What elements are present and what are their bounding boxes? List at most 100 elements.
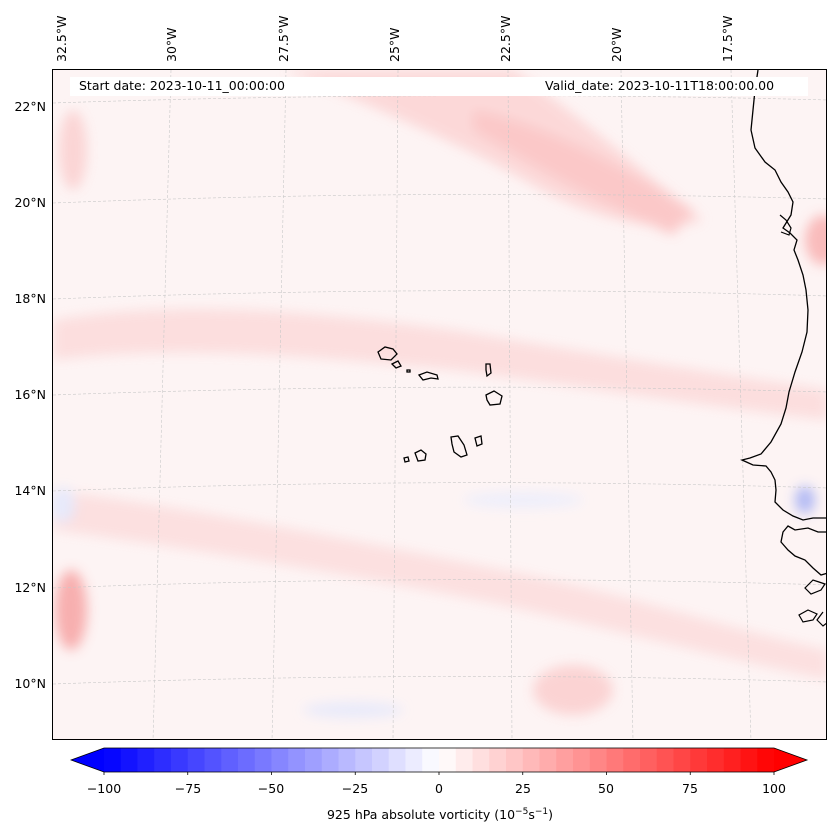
- colorbar: [70, 747, 809, 775]
- vorticity-blob-neg-center: [463, 492, 583, 508]
- colorbar-segment: [388, 748, 406, 772]
- colorbar-segment: [405, 748, 423, 772]
- island-maio: [474, 435, 483, 447]
- colorbar-segment: [355, 748, 373, 772]
- colorbar-segment: [271, 748, 289, 772]
- colorbar-segment: [439, 748, 457, 772]
- vorticity-band-south: [53, 490, 826, 680]
- colorbar-segment: [740, 748, 758, 772]
- colorbar-tick-label: −75: [174, 781, 202, 796]
- colorbar-tick-label: 25: [515, 781, 531, 796]
- lat-label: 10°N: [14, 676, 46, 691]
- island-santiago: [450, 435, 468, 458]
- colorbar-tick-label: 75: [682, 781, 698, 796]
- colorbar-segment: [656, 748, 674, 772]
- lat-label: 22°N: [14, 99, 46, 114]
- africa-coastline-south: [780, 525, 826, 576]
- lon-label: 27.5°W: [276, 15, 291, 62]
- lat-label: 12°N: [14, 580, 46, 595]
- coastline-islands-3: [816, 611, 826, 627]
- colorbar-extend-low: [71, 748, 104, 772]
- graticule: [53, 70, 826, 739]
- colorbar-segment: [288, 748, 306, 772]
- vorticity-band-central: [53, 309, 826, 420]
- vorticity-blob-coast: [805, 215, 826, 265]
- colorbar-segment: [723, 748, 741, 772]
- colorbar-segment: [690, 748, 708, 772]
- colorbar-segment: [757, 748, 775, 772]
- island-sal: [485, 363, 492, 378]
- lat-label: 14°N: [14, 483, 46, 498]
- colorbar-segment: [539, 748, 557, 772]
- coastline-islands-2: [798, 609, 818, 623]
- colorbar-tick-label: 0: [435, 781, 443, 796]
- lat-label: 18°N: [14, 291, 46, 306]
- colorbar-tick-label: −100: [86, 781, 122, 796]
- colorbar-segment: [707, 748, 725, 772]
- coastline-islands-1: [804, 579, 826, 595]
- lon-label: 20°W: [609, 27, 624, 62]
- lon-label: 30°W: [164, 27, 179, 62]
- colorbar-segment: [623, 748, 641, 772]
- lat-label: 20°N: [14, 195, 46, 210]
- header-band: [70, 77, 808, 96]
- colorbar-segment: [238, 748, 256, 772]
- colorbar-segment: [204, 748, 222, 772]
- colorbar-segment: [573, 748, 591, 772]
- lat-label: 16°N: [14, 387, 46, 402]
- colorbar-segment: [489, 748, 507, 772]
- lon-label: 22.5°W: [498, 15, 513, 62]
- island-fogo: [414, 449, 427, 462]
- colorbar-tick-label: 50: [598, 781, 614, 796]
- vorticity-field: [53, 70, 826, 739]
- colorbar-segment: [422, 748, 440, 772]
- colorbar-segment: [221, 748, 239, 772]
- vorticity-blob-west: [55, 570, 87, 650]
- start-date-label: Start date: 2023-10-11_00:00:00: [79, 78, 285, 93]
- colorbar-segment: [104, 748, 122, 772]
- colorbar-tick-label: −25: [341, 781, 369, 796]
- colorbar-tick-label: −50: [257, 781, 285, 796]
- colorbar-segment: [137, 748, 155, 772]
- island-brava: [403, 456, 410, 463]
- vorticity-blob-sw: [533, 665, 613, 715]
- colorbar-extend-high: [774, 748, 807, 772]
- colorbar-segment: [372, 748, 390, 772]
- island-sao-vicente: [390, 360, 402, 369]
- island-sao-nicolau: [417, 371, 439, 381]
- colorbar-segment: [154, 748, 172, 772]
- lon-label: 17.5°W: [720, 15, 735, 62]
- vorticity-band-ne: [473, 110, 693, 235]
- colorbar-segment: [673, 748, 691, 772]
- vorticity-blob-neg-coast: [795, 486, 815, 514]
- island-santa-luzia: [406, 369, 411, 373]
- colorbar-segment: [522, 748, 540, 772]
- colorbar-segment: [589, 748, 607, 772]
- map-panel: [52, 69, 827, 740]
- colorbar-segment: [506, 748, 524, 772]
- vorticity-blob-neg-south: [303, 702, 403, 718]
- coastline-bay: [779, 214, 792, 236]
- colorbar-segment: [187, 748, 205, 772]
- cape-verde-islands: [377, 346, 503, 463]
- colorbar-segment: [321, 748, 339, 772]
- vorticity-blob-nw: [59, 110, 87, 190]
- colorbar-label: 925 hPa absolute vorticity (10−5s−1): [326, 807, 553, 823]
- island-santo-antao: [377, 346, 398, 361]
- colorbar-tick-label: 100: [762, 781, 786, 796]
- lon-label: 25°W: [387, 27, 402, 62]
- colorbar-segment: [640, 748, 658, 772]
- colorbar-segment: [606, 748, 624, 772]
- colorbar-segment: [171, 748, 189, 772]
- colorbar-segment: [556, 748, 574, 772]
- colorbar-segment: [120, 748, 138, 772]
- lon-label: 32.5°W: [54, 15, 69, 62]
- vorticity-shading: [53, 70, 826, 718]
- colorbar-segment: [455, 748, 473, 772]
- africa-coastline: [740, 70, 826, 521]
- colorbar-segment: [338, 748, 356, 772]
- colorbar-segment: [472, 748, 490, 772]
- colorbar-segment: [305, 748, 323, 772]
- vorticity-blob-neg-west: [53, 487, 75, 523]
- colorbar-segment: [254, 748, 272, 772]
